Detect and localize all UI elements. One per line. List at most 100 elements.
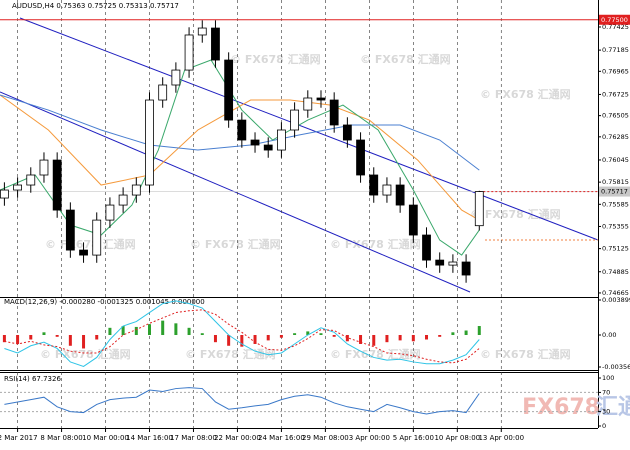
candle-body [461,261,471,276]
price-label-box [599,14,630,25]
histogram-bar [161,320,165,336]
watermarks: © FX678 汇通网 © FX678 汇通网 © FX678 汇通网 © FX… [40,53,571,361]
chart-header: AUDUSD,H4 0.75363 0.75725 0.75313 0.7571… [12,2,179,10]
y-tick-label: 0.76505 [602,112,629,120]
candle-body [158,84,168,101]
candle-body [184,34,194,71]
x-tick-label: 3 Apr 00:00 [349,434,390,442]
candle-body [118,194,128,206]
x-tick-label: 29 Mar 08:00 [302,434,349,442]
candle-body [131,184,141,196]
watermark: © FX678 汇通网 [330,348,421,361]
candle-body [237,119,247,141]
watermark: © FX678 汇通网 [470,208,561,221]
x-tick-label: 17 Mar 08:00 [170,434,217,442]
candle-body [79,249,88,256]
histogram-bar [187,327,191,336]
histogram-bar [148,324,151,336]
y-tick-label: 0.75125 [602,245,629,253]
histogram-bar [359,335,363,344]
candle-body [171,69,181,86]
y-tick-label: 70 [602,388,610,396]
y-tick-label: 0.77185 [602,46,629,54]
candle-body [474,191,484,227]
histogram-bar [121,326,125,336]
histogram-bar [319,333,323,336]
candle-body [342,124,352,141]
watermark-big: 汇通网 [596,395,630,420]
y-tick-label: -0.003564 [602,363,630,371]
histogram-bar [42,332,46,336]
y-tick-label: 0.75815 [602,178,629,186]
candle-body [395,184,405,206]
x-tick-label: 5 Apr 16:00 [393,434,434,442]
watermark-big: FX678 [522,395,600,420]
y-tick-label: 0.003899 [602,296,630,304]
histogram-bar [200,333,204,336]
y-tick-label: 0.76725 [602,90,629,98]
candle-body [435,259,445,266]
watermark: © FX678 汇通网 [480,348,571,361]
rsi-label: RSI(14) 67.7326 [4,375,61,383]
watermark: © FX678 汇通网 [480,88,571,101]
histogram-bar [279,335,283,338]
y-tick-label: 0.74665 [602,289,629,297]
y-tick-label: 0 [602,422,606,430]
candle-body [92,219,102,256]
histogram-bar [227,335,231,346]
histogram-bar [477,326,481,336]
x-tick-label: 2 Mar 2017 [0,434,38,442]
watermark: © FX678 汇通网 [330,238,421,251]
watermark: © FX678 汇通网 [190,238,281,251]
watermark: © FX678 汇通网 [185,348,276,361]
histogram-bar [253,335,257,344]
candle-body [277,129,286,151]
y-tick-label: 0.74885 [602,268,629,276]
candle-body [356,139,365,176]
candle-body [105,204,115,221]
candle-body [448,261,458,266]
candle-body [369,174,379,196]
histogram-bar [174,323,178,336]
x-tick-label: 8 Mar 08:00 [40,434,82,442]
candle-body [52,159,62,211]
histogram-bar [398,335,402,341]
histogram-bar [345,335,349,342]
watermark: © FX678 汇通网 [40,348,131,361]
channel-line [19,17,599,241]
histogram-bar [332,335,336,337]
y-tick-label: 0.76285 [602,133,629,141]
price-label: 0.75717 [601,188,628,196]
histogram-bar [82,335,86,349]
line-series [0,94,480,221]
y-tick-label: 0.75355 [602,222,629,230]
y-tick-label: 30 [602,408,610,416]
candle-body [303,97,313,111]
x-tick-label: 10 Mar 00:00 [82,434,129,442]
histogram-bar [266,335,270,341]
histogram-bar [385,335,389,343]
price-label-box [599,186,630,197]
candle-body [197,27,207,36]
histogram-bar [306,331,310,336]
histogram-bar [451,332,455,336]
candle-body [65,209,75,251]
histogram-bar [55,335,59,337]
y-tick-label: 0.00 [602,331,616,339]
y-tick-label: 100 [602,374,614,382]
histogram-bar [95,335,99,340]
candle-body [382,184,392,196]
candle-body [250,139,260,146]
histogram-bar [293,333,297,336]
candle-body [26,174,36,186]
candle-body [290,109,300,131]
histogram-bar [29,335,33,340]
channel-line [0,91,471,293]
histogram-bar [108,327,112,336]
x-tick-label: 14 Mar 16:00 [126,434,173,442]
candle-body [316,97,326,101]
watermark: © FX678 汇通网 [230,53,321,66]
macd-label: MACD(12,26,9) -0.000280 -0.001325 0.0010… [4,298,205,306]
